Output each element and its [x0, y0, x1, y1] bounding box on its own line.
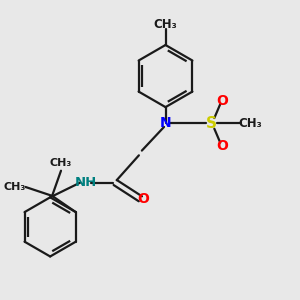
Text: O: O	[216, 139, 228, 153]
Text: CH₃: CH₃	[50, 158, 72, 168]
Text: O: O	[137, 192, 149, 206]
Text: NH: NH	[74, 176, 97, 189]
Text: O: O	[216, 94, 228, 108]
Text: CH₃: CH₃	[238, 117, 262, 130]
Text: N: N	[160, 116, 171, 130]
Text: S: S	[206, 116, 217, 131]
Text: CH₃: CH₃	[154, 18, 177, 31]
Text: CH₃: CH₃	[3, 182, 26, 192]
